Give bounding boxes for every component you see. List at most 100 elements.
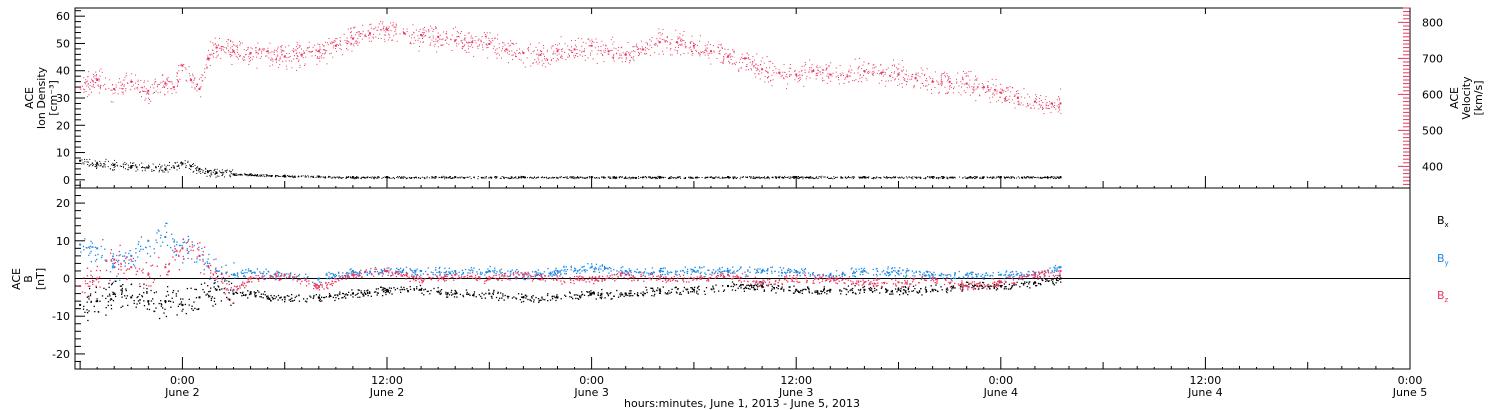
density-sample [784,175,786,177]
velocity-sample [701,51,703,53]
velocity-sample [678,38,680,40]
velocity-sample [819,71,821,73]
density-sample [680,177,682,179]
velocity-sample [952,92,954,94]
b-bx-sample [868,287,870,290]
velocity-sample [487,57,489,59]
velocity-sample [996,89,998,91]
velocity-point [334,44,337,47]
velocity-sample [1039,97,1041,99]
density-sample [154,167,156,169]
velocity-sample [224,51,226,53]
density-sample [239,173,241,175]
b-bx-sample [744,287,746,290]
b-bx-sample [642,291,644,293]
density-sample [442,177,444,179]
velocity-sample [270,59,272,61]
velocity-sample [848,71,850,73]
velocity-sample [86,96,88,98]
b-bx-sample [423,289,425,291]
velocity-point [96,79,99,81]
velocity-sample [288,56,290,58]
density-sample [507,177,509,179]
density-sample [775,177,777,179]
density-sample [885,177,887,179]
b-bx-sample [696,290,698,292]
b-bx-sample [905,286,907,289]
density-sample [173,166,175,168]
velocity-sample [209,54,211,56]
velocity-sample [712,45,714,47]
velocity-sample [216,45,218,47]
velocity-sample [886,69,888,71]
density-sample [214,169,216,171]
velocity-sample [158,83,160,85]
density-sample [103,163,105,165]
density-sample [145,166,147,168]
velocity-sample [468,41,470,43]
velocity-sample [771,85,773,87]
velocity-sample [973,83,975,85]
velocity-sample [735,61,737,63]
velocity-sample [223,47,225,49]
density-sample [765,177,767,179]
velocity-sample [975,75,977,77]
velocity-sample [902,69,904,71]
density-sample [748,176,750,178]
velocity-sample [588,38,590,40]
velocity-sample [431,39,433,41]
b-bx-sample [678,293,681,295]
velocity-sample [1058,105,1060,107]
density-sample [189,164,191,166]
velocity-sample [632,46,634,48]
b-bx-sample [902,292,905,294]
density-sample [968,177,970,179]
b-bx-sample [360,290,362,292]
b-bx-sample [390,287,393,289]
density-sample [1046,176,1048,178]
velocity-sample [604,48,606,50]
b-bx-sample [330,295,332,297]
velocity-sample [780,76,782,78]
velocity-sample [849,75,851,77]
b-bx-sample [1037,282,1040,285]
b-bx-sample [763,290,765,292]
b-bx-sample [387,291,389,293]
b-bx-sample [583,294,586,296]
b-bx-sample [1019,286,1021,288]
b-bx-sample [902,289,905,291]
velocity-sample [722,60,724,62]
b-bx-sample [213,300,216,302]
velocity-sample [1029,96,1031,98]
density-sample [252,174,254,176]
velocity-sample [286,57,288,59]
velocity-sample [965,75,967,77]
velocity-sample [208,58,210,60]
velocity-sample [989,90,991,92]
density-sample [129,167,131,169]
velocity-sample [884,72,886,74]
b-bx-sample [860,288,862,291]
velocity-sample [513,43,515,45]
b-bx-sample [459,293,462,296]
density-sample [95,168,97,170]
velocity-sample [444,39,446,41]
b-bx-sample [112,293,114,296]
velocity-sample [762,57,764,59]
b-bx-sample [627,294,629,297]
velocity-sample [274,49,276,51]
density-sample [814,177,816,179]
velocity-sample [529,43,531,45]
b-bx-sample [946,291,948,294]
b-bx-point [198,296,201,299]
density-sample [589,177,591,179]
velocity-sample [328,37,330,39]
b-bx-sample [1026,281,1028,283]
b-bx-sample [872,290,874,293]
velocity-sample [709,44,711,46]
velocity-sample [148,103,150,105]
velocity-sample [428,37,430,39]
velocity-sample [437,41,439,43]
velocity-sample [631,51,633,53]
velocity-sample [950,86,952,88]
